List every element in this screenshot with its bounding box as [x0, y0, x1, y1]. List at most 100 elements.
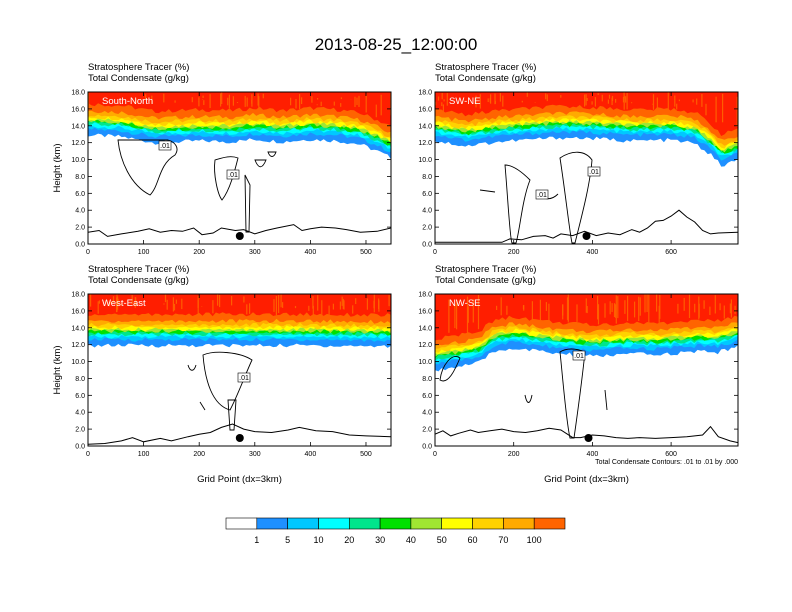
tracer-streak	[328, 305, 330, 315]
panel-nw-se: .01 0.0 2.0 4.0 6.0 8.0 10.0 12.0 14.0 16.0 18.0 0 2…	[418, 264, 739, 485]
tracer-streak	[246, 304, 248, 315]
contour-label-box	[158, 140, 172, 151]
tracer-streak	[342, 298, 344, 309]
tracer-streak	[626, 93, 628, 110]
colorbar: 1 5 10 20 30 40 50 60 70 100	[225, 517, 566, 545]
tracer-streak	[380, 94, 382, 116]
tracer-streak	[639, 297, 641, 316]
condensate-contour	[227, 399, 237, 431]
tracer-streak	[667, 92, 669, 110]
condensate-contour	[439, 356, 461, 382]
figure-title: 2013-08-25_12:00:00	[315, 35, 478, 54]
tracer-streak	[523, 305, 525, 311]
colorbar-label: 70	[498, 535, 508, 545]
tracer-streak	[243, 296, 245, 303]
location-marker	[235, 434, 244, 442]
tracer-streak	[258, 96, 260, 108]
y-tick-label: 16.0	[418, 308, 432, 315]
tracer-streak	[343, 300, 345, 310]
tracer-streak	[375, 104, 377, 118]
y-tick-label: 2.0	[75, 427, 85, 434]
panels: .01 .01 0.0 2.0 4.0 6.0 8.0 10.0 12.0 14.0 16.0 18.…	[52, 62, 739, 485]
y-tick-label: 6.0	[422, 393, 432, 400]
tracer-streak	[719, 303, 721, 311]
tracer-streak	[591, 101, 593, 105]
condensate-contour	[559, 151, 593, 244]
y-tick-label: 4.0	[422, 208, 432, 215]
panel-title-line1: Stratosphere Tracer (%)	[88, 62, 189, 73]
y-tick-label: 6.0	[422, 191, 432, 198]
y-tick-label: 12.0	[418, 140, 432, 147]
tracer-streak	[295, 99, 297, 109]
tracer-streak	[317, 295, 319, 311]
tracer-streak	[299, 94, 301, 110]
tracer-streak	[273, 299, 275, 312]
tracer-streak	[232, 96, 234, 106]
tracer-streak	[446, 93, 448, 106]
tracer-streak	[301, 97, 303, 104]
tracer-streak	[105, 299, 107, 303]
tracer-streak	[608, 94, 611, 99]
contour-label: .01	[239, 375, 249, 382]
condensate-contour	[524, 394, 533, 403]
x-tick-label: 100	[138, 249, 150, 256]
tracer-streak	[676, 103, 678, 110]
tracer-streak	[197, 299, 199, 308]
tracer-streak	[339, 301, 341, 310]
y-tick-label: 10.0	[418, 359, 432, 366]
tracer-streak	[181, 298, 183, 310]
tracer-streak	[202, 95, 204, 98]
y-tick-label: 16.0	[418, 106, 432, 113]
tracer-band-11	[88, 294, 391, 317]
panel-title-line1: Stratosphere Tracer (%)	[435, 62, 536, 73]
x-tick-label: 400	[305, 451, 317, 458]
y-tick-label: 18.0	[71, 90, 85, 97]
contour-label-box	[226, 169, 240, 180]
tracer-streak	[90, 294, 92, 307]
y-tick-label: 12.0	[418, 342, 432, 349]
tracer-streak	[696, 98, 698, 105]
y-tick-label: 10.0	[71, 359, 85, 366]
tracer-streak	[110, 301, 112, 304]
y-tick-label: 12.0	[71, 342, 85, 349]
tracer-streak	[646, 294, 648, 312]
colorbar-swatch	[348, 517, 381, 530]
tracer-streak	[622, 96, 625, 103]
plot-area: .01	[88, 294, 391, 446]
x-axis-label: Grid Point (dx=3km)	[544, 474, 629, 485]
tracer-streak	[388, 295, 390, 307]
tracer-streak	[236, 102, 239, 103]
tracer-streak	[652, 94, 655, 110]
location-marker	[584, 434, 593, 442]
tracer-streak	[212, 300, 214, 314]
tracer-streak	[131, 295, 133, 305]
tracer-streak	[282, 302, 284, 308]
tracer-streak	[442, 104, 444, 112]
tracer-streak	[494, 93, 496, 105]
tracer-streak	[658, 305, 660, 324]
contour-label-box	[572, 350, 586, 361]
tracer-streak	[526, 92, 528, 97]
tracer-streak	[531, 301, 533, 320]
panel-title-line2: Total Condensate (g/kg)	[435, 275, 536, 286]
tracer-streak	[163, 93, 165, 103]
tracer-streak	[489, 98, 491, 103]
y-tick-label: 8.0	[75, 174, 85, 181]
location-marker	[582, 232, 591, 240]
tracer-streak	[373, 294, 375, 313]
y-tick-label: 18.0	[71, 292, 85, 299]
tracer-streak	[584, 94, 586, 107]
tracer-streak	[145, 94, 147, 100]
tracer-streak	[378, 300, 380, 312]
tracer-streak	[219, 295, 221, 308]
tracer-streak	[615, 304, 617, 318]
colorbar-label: 30	[375, 535, 385, 545]
tracer-streak	[500, 297, 502, 316]
tracer-streak	[487, 98, 489, 102]
colorbar-swatch	[503, 517, 535, 530]
tracer-streak	[294, 306, 297, 309]
tracer-streak	[358, 95, 360, 107]
tracer-streak	[174, 100, 176, 103]
y-tick-label: 2.0	[75, 225, 85, 232]
